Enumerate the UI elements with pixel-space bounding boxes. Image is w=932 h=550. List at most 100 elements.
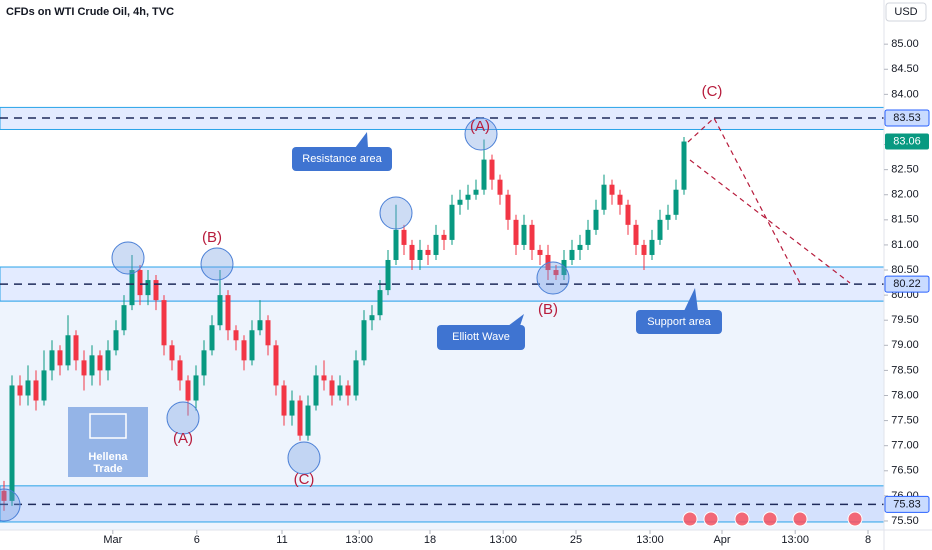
candle-body	[57, 350, 63, 366]
wave-circle	[0, 488, 21, 522]
y-tick-label: 82.00	[891, 189, 919, 201]
candle-body	[633, 224, 639, 245]
candle-body	[513, 219, 519, 245]
candle-body	[1, 490, 7, 501]
candle-body	[241, 340, 247, 361]
candle-body	[449, 204, 455, 240]
x-tick-label: 11	[276, 534, 287, 546]
candle-body	[425, 249, 431, 255]
y-tick-label: 79.50	[891, 314, 919, 326]
candle-body	[489, 159, 495, 180]
y-tick-label: 76.50	[891, 465, 919, 477]
x-tick-label: 8	[865, 534, 871, 546]
currency-box[interactable]	[885, 2, 927, 22]
projection-line	[689, 159, 851, 284]
candle-body	[481, 159, 487, 190]
candle-body	[537, 249, 543, 255]
wave-label: (B)	[202, 229, 222, 246]
wave-circle	[536, 261, 570, 295]
event-icon[interactable]	[734, 511, 750, 527]
candle-body	[129, 270, 135, 306]
candle-body	[497, 179, 503, 195]
x-tick-label: 25	[570, 534, 582, 546]
wave-circle	[379, 196, 413, 230]
watermark-icon	[89, 413, 127, 439]
candle-body	[113, 330, 119, 351]
candle-body	[505, 194, 511, 220]
candle-body	[329, 380, 335, 396]
x-tick-label: 13:00	[636, 534, 664, 546]
watermark-text: Hellena	[88, 451, 128, 463]
candle-body	[289, 400, 295, 416]
x-tick-label: 18	[424, 534, 436, 546]
y-tick-label: 80.50	[891, 264, 919, 276]
wave-label: (A)	[470, 118, 490, 135]
candle-body	[649, 239, 655, 255]
wave-circle	[464, 117, 498, 151]
candle-body	[657, 219, 663, 240]
x-tick-label: Apr	[713, 534, 730, 546]
candle-body	[577, 244, 583, 250]
candle-body	[417, 249, 423, 260]
note-pointer	[355, 132, 368, 148]
candle-body	[345, 385, 351, 396]
chart-title: CFDs on WTI Crude Oil, 4h, TVC	[6, 6, 174, 18]
wave-circle	[111, 241, 145, 275]
candle-body	[385, 259, 391, 291]
note-pointer	[508, 314, 524, 326]
wave-circle	[200, 247, 234, 281]
candle-body	[81, 360, 87, 376]
candle-body	[33, 380, 39, 401]
candle-body	[521, 224, 527, 245]
last-price-label: 83.06	[893, 135, 921, 147]
y-tick-label: 79.00	[891, 339, 919, 351]
event-icon[interactable]	[762, 511, 778, 527]
event-icon[interactable]	[703, 511, 719, 527]
candle-body	[313, 375, 319, 406]
candle-body	[49, 350, 55, 371]
candle-body	[553, 270, 559, 276]
candle-body	[249, 330, 255, 361]
x-tick-label: 13:00	[781, 534, 809, 546]
candle-body	[377, 290, 383, 316]
candle-body	[601, 184, 607, 210]
candle-body	[73, 335, 79, 361]
level-price-label: 83.53	[893, 112, 921, 124]
x-tick-label: 6	[194, 534, 200, 546]
candle-body	[337, 385, 343, 396]
level-price-box	[884, 495, 930, 513]
wave-label: (C)	[294, 471, 315, 488]
event-icon[interactable]	[847, 511, 863, 527]
event-icon[interactable]	[682, 511, 698, 527]
candle-body	[361, 320, 367, 361]
note-box	[292, 147, 392, 171]
candle-body	[161, 300, 167, 346]
candle-body	[441, 234, 447, 240]
candle-body	[681, 141, 687, 190]
wave-label: (B)	[538, 301, 558, 318]
candle-body	[609, 184, 615, 195]
candle-body	[529, 224, 535, 250]
level-price-box	[884, 275, 930, 293]
candle-body	[281, 385, 287, 416]
candle-body	[457, 199, 463, 205]
candle-body	[9, 385, 15, 501]
candle-body	[617, 194, 623, 205]
note-text: Resistance area	[302, 153, 382, 165]
last-price-box	[885, 133, 929, 150]
y-tick-label: 85.00	[891, 38, 919, 50]
candle-body	[217, 295, 223, 326]
event-icon[interactable]	[792, 511, 808, 527]
candle-body	[177, 360, 183, 381]
candle-body	[393, 229, 399, 260]
wave-circle	[287, 441, 321, 475]
candle-body	[105, 350, 111, 371]
note-box	[437, 325, 525, 350]
level-price-box	[884, 109, 930, 127]
y-tick-label: 77.00	[891, 440, 919, 452]
candle-body	[465, 194, 471, 200]
candle-body	[65, 335, 71, 366]
candle-body	[265, 320, 271, 346]
watermark-box	[68, 407, 148, 477]
y-tick-label: 82.50	[891, 164, 919, 176]
